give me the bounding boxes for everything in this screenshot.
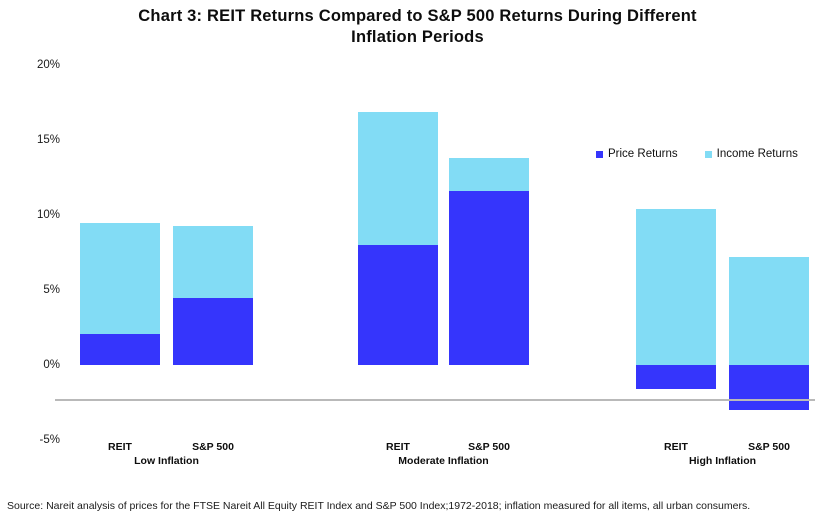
price-returns-swatch	[596, 150, 603, 158]
legend-label-income-returns: Income Returns	[716, 148, 798, 160]
chart-title: Chart 3: REIT Returns Compared to S&P 50…	[0, 6, 835, 48]
income-returns-bar-segment	[729, 257, 809, 365]
x-axis-bar-label: S&P 500	[192, 441, 234, 453]
price-returns-bar-segment	[80, 333, 160, 365]
income-returns-swatch	[704, 150, 712, 158]
chart-title-line2: Inflation Periods	[351, 28, 484, 46]
x-axis-group-label: Moderate Inflation	[398, 455, 489, 467]
income-returns-bar-segment	[80, 222, 160, 334]
price-returns-bar-segment	[636, 365, 716, 389]
chart-title-line1: Chart 3: REIT Returns Compared to S&P 50…	[138, 7, 697, 25]
y-axis-tick-label: 10%	[36, 209, 60, 221]
legend-item-income-returns: Income Returns	[704, 147, 798, 161]
income-returns-bar-segment	[449, 158, 529, 191]
income-returns-bar-segment	[636, 209, 716, 365]
y-axis-tick-label: 20%	[36, 59, 60, 71]
legend: Price Returns Income Returns	[596, 147, 798, 161]
x-axis-bar-label: S&P 500	[748, 441, 790, 453]
price-returns-bar-segment	[358, 245, 438, 365]
legend-item-price-returns: Price Returns	[596, 147, 678, 161]
x-axis-bar-label: REIT	[386, 441, 410, 453]
x-axis-group-label: Low Inflation	[134, 455, 199, 467]
price-returns-bar-segment	[173, 297, 253, 365]
legend-label-price-returns: Price Returns	[608, 148, 678, 160]
axis-baseline	[55, 398, 815, 401]
y-axis-tick-label: 5%	[43, 284, 60, 296]
y-axis-tick-label: -5%	[39, 434, 60, 446]
x-axis-group-label: High Inflation	[688, 455, 757, 467]
y-axis-tick-label: 0%	[43, 359, 60, 371]
source-note: Source: Nareit analysis of prices for th…	[7, 500, 751, 512]
x-axis-bar-label: REIT	[108, 441, 132, 453]
price-returns-bar-segment	[449, 191, 529, 365]
income-returns-bar-segment	[173, 225, 253, 298]
income-returns-bar-segment	[358, 111, 438, 245]
y-axis-tick-label: 15%	[36, 134, 60, 146]
x-axis-bar-label: REIT	[664, 441, 688, 453]
price-returns-bar-segment	[729, 365, 809, 410]
x-axis-bar-label: S&P 500	[468, 441, 510, 453]
